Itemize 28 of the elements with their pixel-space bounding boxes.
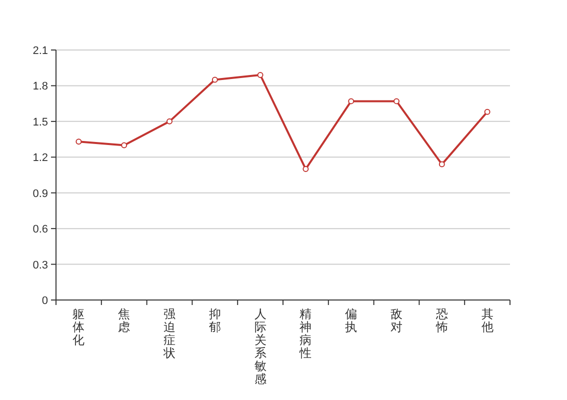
y-tick-label: 0 (42, 295, 48, 307)
x-tick-label: 强迫症状 (162, 307, 176, 360)
point (166, 118, 172, 124)
point (302, 166, 309, 172)
point (212, 76, 218, 83)
x-tick-label: 敌对 (390, 307, 402, 334)
x-tick-label: 人际关系敏感 (254, 307, 266, 386)
point (257, 72, 264, 78)
point (438, 161, 445, 168)
point (348, 98, 354, 104)
y-tick-label: 0.6 (32, 224, 48, 236)
y-tick-label: 0.3 (32, 259, 48, 272)
y-tick-label: 0.9 (32, 188, 48, 200)
x-tick-label: 躯体化 (72, 307, 85, 347)
point (121, 142, 128, 148)
x-tick-label: 恐怖 (434, 307, 448, 334)
y-tick-label: 1.5 (32, 116, 48, 128)
y-tick-label: 1.2 (32, 152, 48, 164)
point (484, 108, 490, 115)
x-tick-label: 精神病性 (298, 307, 312, 360)
y-tick-label: 1.8 (32, 80, 48, 93)
y-tick-label: 2.1 (32, 45, 48, 57)
point (76, 138, 82, 145)
x-tick-label: 偏执 (345, 307, 358, 334)
x-tick-label: 其他 (481, 307, 494, 334)
x-tick-label: 焦虑 (118, 307, 130, 334)
x-tick-label: 抑郁 (208, 307, 221, 334)
point (394, 98, 400, 104)
